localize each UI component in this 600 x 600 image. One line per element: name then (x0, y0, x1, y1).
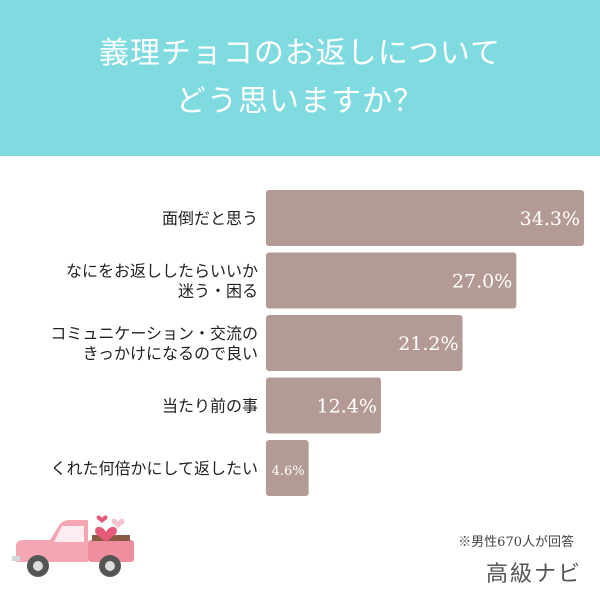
brand-logo-text: 高級ナビ (485, 562, 582, 587)
value-label-3: 12.4% (317, 396, 377, 418)
bar-3 (266, 377, 381, 434)
bar-0 (266, 190, 584, 246)
value-label-0: 34.3% (520, 208, 580, 230)
category-label-4-0: くれた何倍かにして返したい (50, 459, 258, 478)
category-label-3-0: 当たり前の事 (162, 397, 258, 416)
category-label-2-1: きっかけになるので良い (83, 344, 258, 363)
category-label-2-0: コミュニケーション・交流の (50, 324, 258, 343)
bar-1 (266, 252, 517, 309)
title-line-1: 義理チョコのお返しについて (98, 36, 502, 71)
category-label-1-1: 迷う・困る (178, 282, 258, 301)
bar-2 (266, 315, 463, 371)
header-banner: 義理チョコのお返しについて どう思いますか？ (0, 0, 600, 156)
pink-truck-with-hearts-icon (12, 515, 134, 577)
category-label-1-0: なにをお返ししたらいいか (66, 262, 258, 281)
category-label-0-0: 面倒だと思う (162, 209, 258, 228)
title-line-2: どう思いますか？ (176, 84, 424, 119)
value-label-2: 21.2% (398, 333, 458, 355)
value-label-4: 4.6% (272, 464, 305, 479)
bar-4 (266, 440, 309, 496)
value-label-1: 27.0% (452, 271, 512, 293)
respondent-note: ※男性670人が回答 (458, 535, 574, 550)
